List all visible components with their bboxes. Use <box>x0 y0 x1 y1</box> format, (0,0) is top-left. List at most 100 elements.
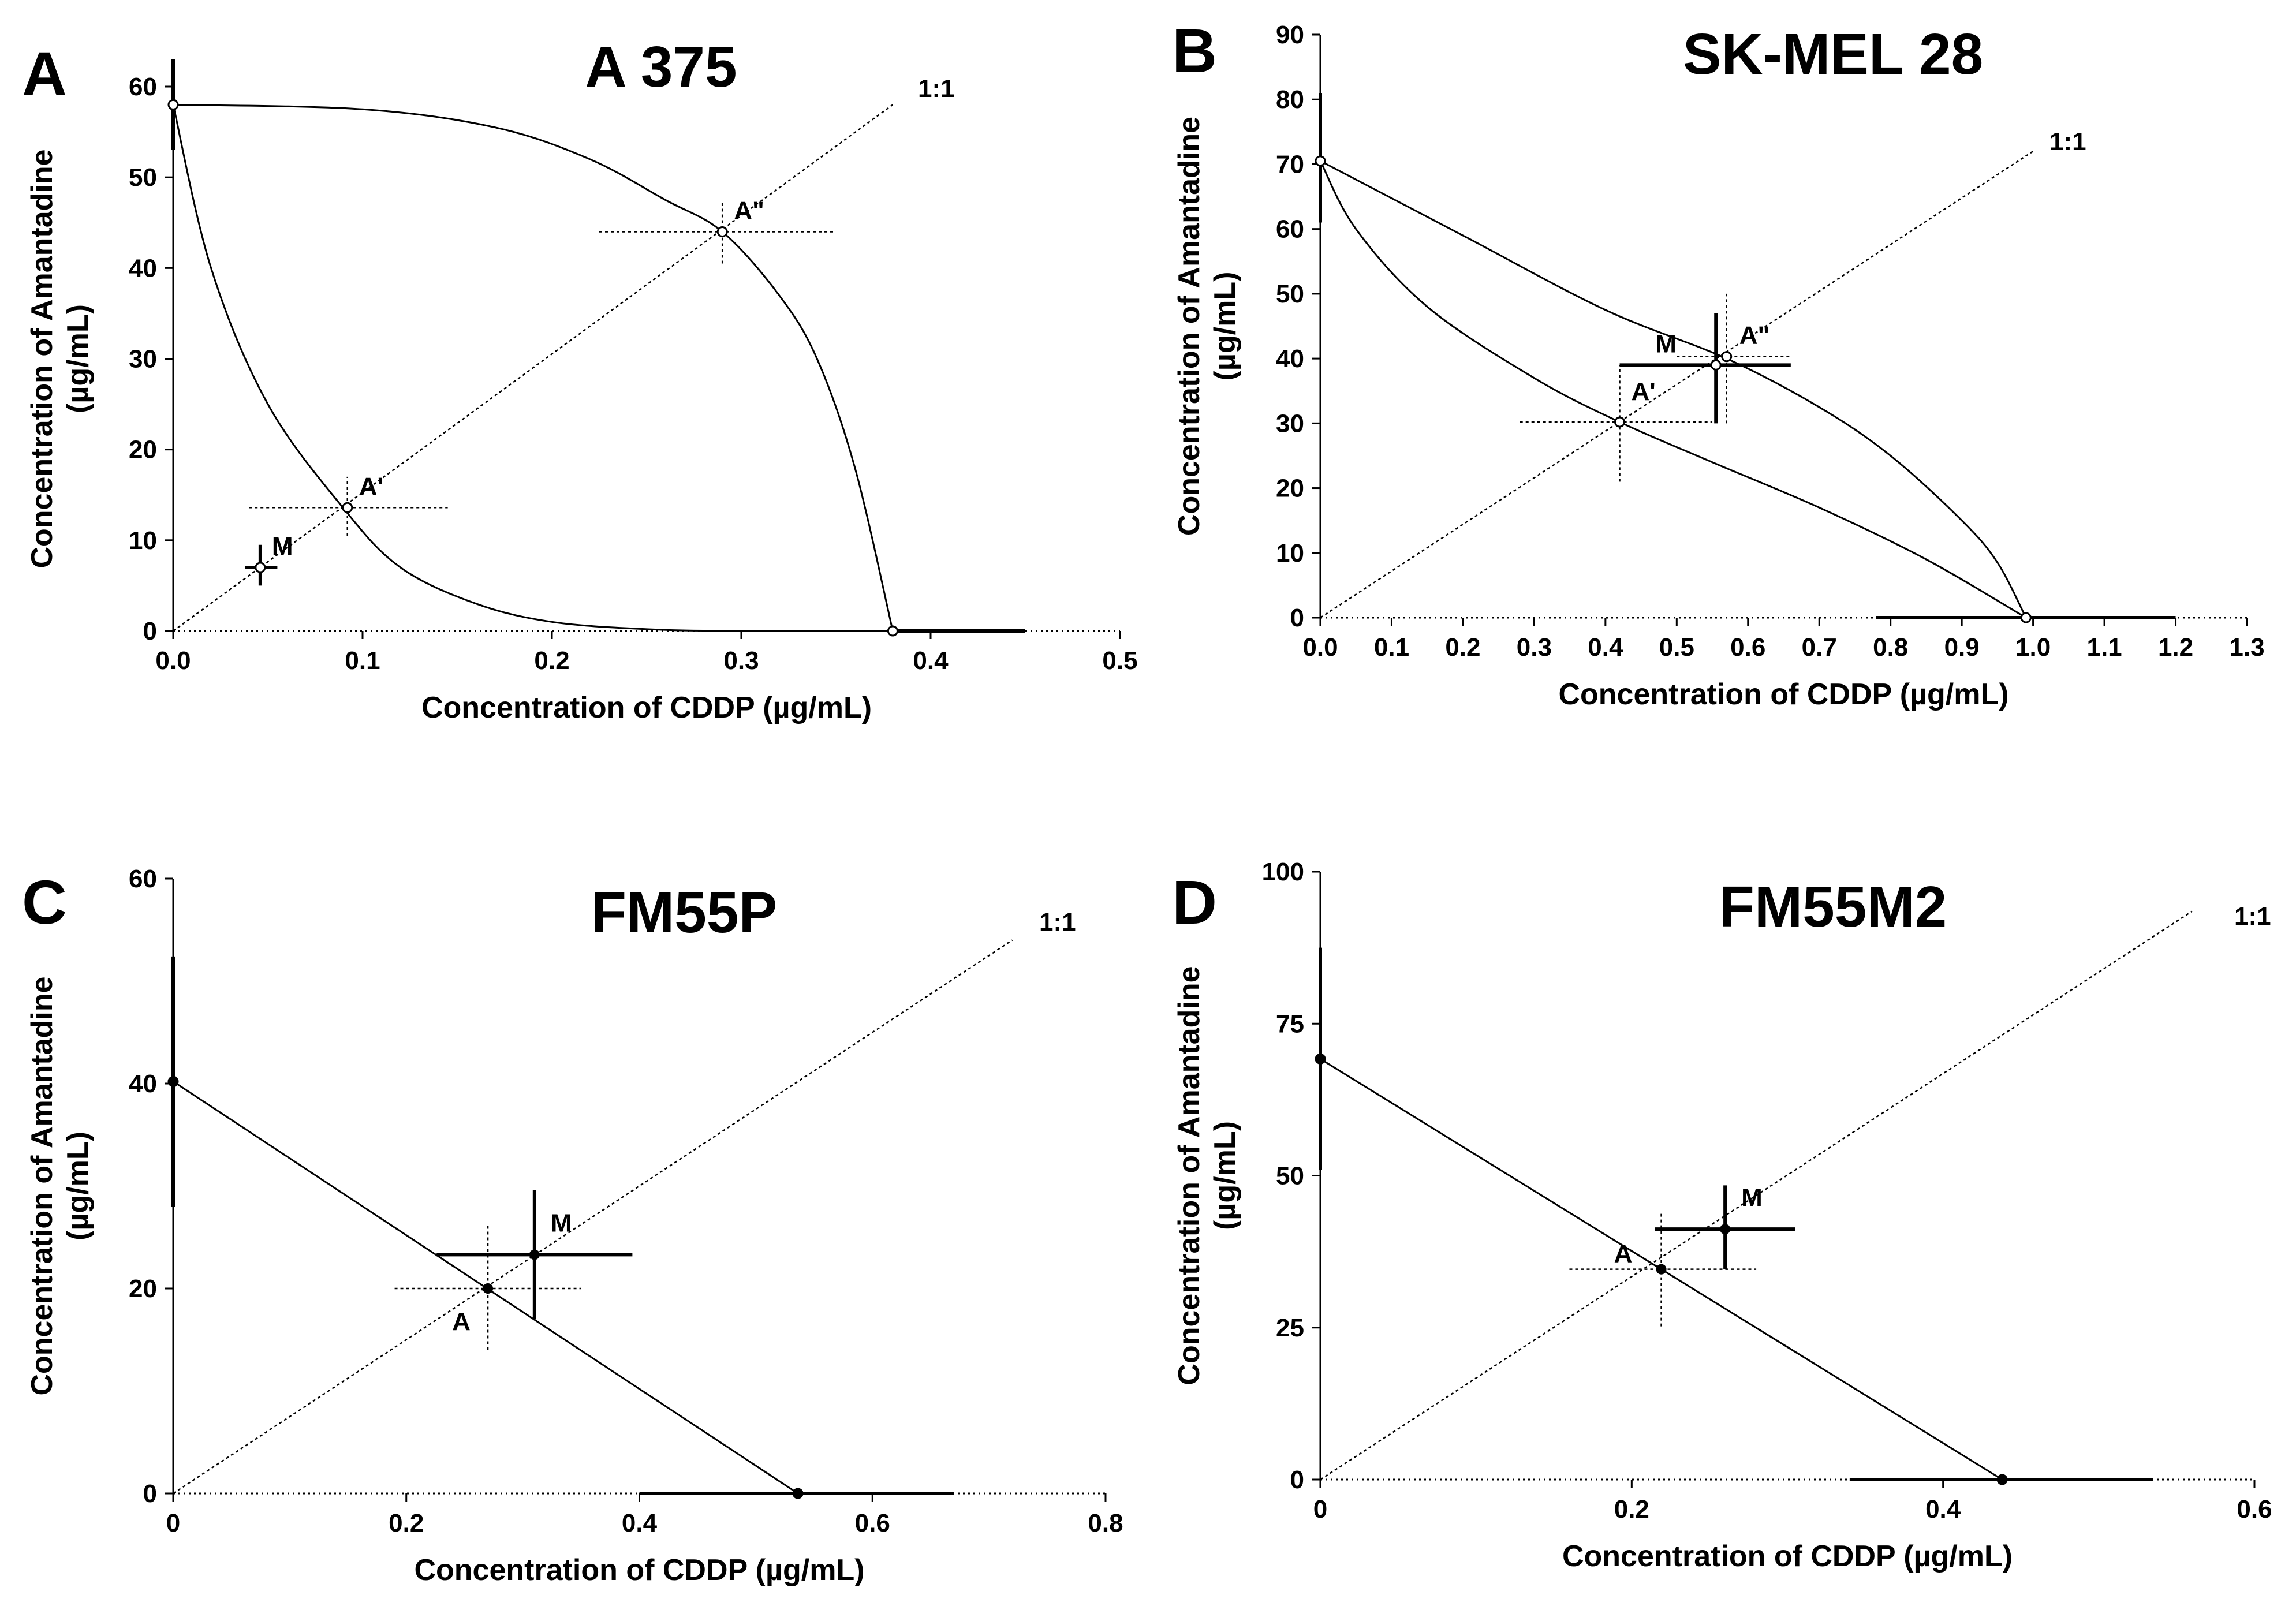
y-tick-label: 100 <box>1262 858 1304 886</box>
x-tick-label: 0.3 <box>723 647 759 675</box>
y-tick-label: 60 <box>129 865 157 893</box>
y-tick-label: 10 <box>129 526 157 555</box>
x-tick-label: 1.2 <box>2158 633 2193 662</box>
x-tick-label: 0.1 <box>345 647 380 675</box>
ratio-ray-label: 1:1 <box>2234 902 2271 931</box>
x-tick-label: 0.0 <box>155 647 191 675</box>
y-tick-label: 25 <box>1276 1314 1304 1342</box>
point-label: M <box>1741 1183 1763 1212</box>
panel-letter: C <box>22 867 67 937</box>
x-tick-label: 1.3 <box>2229 633 2264 662</box>
lower-isobole-curve <box>172 104 893 632</box>
x-tick-label: 0.9 <box>1944 633 1980 662</box>
y-tick-label: 60 <box>129 73 157 101</box>
y-tick-label: 0 <box>143 1480 157 1508</box>
x-tick-label: 0.4 <box>1925 1495 1961 1523</box>
x-tick-label: 1.1 <box>2086 633 2122 662</box>
x-tick-label: 0.2 <box>534 647 569 675</box>
x-axis-label: Concentration of CDDP (µg/mL) <box>414 1553 864 1587</box>
ratio-ray-label: 1:1 <box>918 74 955 103</box>
anchor-point <box>1996 1474 2008 1485</box>
upper-isobole-curve <box>1320 160 2027 618</box>
point-label: A' <box>1632 378 1656 406</box>
data-point <box>1720 1224 1731 1235</box>
y-tick-label: 0 <box>143 617 157 645</box>
panel-title: FM55M2 <box>1719 875 1947 939</box>
x-tick-label: 0.8 <box>1088 1509 1123 1537</box>
y-tick-label: 20 <box>129 1275 157 1303</box>
lower-isobole-curve <box>1319 160 2027 619</box>
point-label: M <box>1655 330 1677 358</box>
anchor-point <box>167 1075 179 1087</box>
panel-letter: D <box>1172 867 1217 937</box>
y-tick-label: 20 <box>1276 475 1304 503</box>
x-tick-label: 0.6 <box>855 1509 890 1537</box>
panel-letter: A <box>22 39 67 109</box>
x-tick-label: 0.1 <box>1374 633 1409 662</box>
ratio-ray-line <box>173 104 894 632</box>
x-tick-label: 1.0 <box>2015 633 2051 662</box>
panel-letter: B <box>1172 16 1217 85</box>
x-tick-label: 0.4 <box>913 647 949 675</box>
y-axis-label: Concentration of Amantadine <box>25 976 59 1395</box>
chart-panel-c: 0 0.2 0.4 0.6 0.8 0 20 40 60 Concentration of CDD… <box>22 865 1123 1587</box>
x-tick-label: 0 <box>166 1509 180 1537</box>
x-tick-label: 0.6 <box>1730 633 1765 662</box>
y-tick-label: 40 <box>1276 345 1304 373</box>
point-label: A" <box>1739 322 1770 350</box>
x-tick-label: 0.4 <box>622 1509 658 1537</box>
anchor-point <box>792 1488 804 1499</box>
anchor-point <box>167 99 179 110</box>
point-label: A <box>452 1308 471 1336</box>
ratio-ray-label: 1:1 <box>2049 128 2086 156</box>
data-point <box>1721 351 1733 363</box>
y-tick-label: 70 <box>1276 150 1304 178</box>
x-axis-label: Concentration of CDDP (µg/mL) <box>1562 1540 2013 1573</box>
y-tick-label: 20 <box>129 436 157 464</box>
data-point <box>483 1283 494 1294</box>
panel-title: A 375 <box>585 35 737 99</box>
x-tick-label: 0.7 <box>1802 633 1837 662</box>
x-tick-label: 0.0 <box>1302 633 1338 662</box>
y-tick-label: 90 <box>1276 21 1304 49</box>
data-point <box>1710 359 1722 371</box>
point-label: M <box>551 1209 572 1237</box>
x-tick-label: 0.5 <box>1102 647 1137 675</box>
x-axis-label: Concentration of CDDP (µg/mL) <box>1558 678 2008 711</box>
chart-panel-d: 0 0.2 0.4 0.6 0 25 50 75 100 Concentration of CDD… <box>1172 858 2272 1573</box>
chart-panel-b: 0.0 0.1 0.2 0.3 0.4 0.5 0.6 0.7 0.8 0.9 1.0 1.1 1.2 1… <box>1172 16 2265 711</box>
y-axis-unit: (µg/mL) <box>61 304 95 413</box>
y-axis-label: Concentration of Amantadine <box>1173 117 1206 536</box>
y-tick-label: 50 <box>1276 280 1304 308</box>
panel-title: FM55P <box>591 880 777 945</box>
data-point <box>1656 1264 1667 1275</box>
x-tick-label: 0.2 <box>389 1509 424 1537</box>
y-axis-unit: (µg/mL) <box>1208 272 1242 381</box>
y-axis-unit: (µg/mL) <box>1208 1121 1242 1230</box>
x-tick-label: 0.4 <box>1588 633 1623 662</box>
y-tick-label: 0 <box>1290 604 1304 632</box>
ratio-ray-line <box>1320 910 2193 1481</box>
y-tick-label: 80 <box>1276 85 1304 114</box>
upper-isobole-curve <box>173 103 894 632</box>
anchor-point <box>1315 155 1326 167</box>
ratio-ray-line <box>1320 150 2034 619</box>
chart-panel-a: 0.0 0.1 0.2 0.3 0.4 0.5 0 10 20 30 40 50 60 Concentra… <box>22 35 1138 724</box>
x-tick-label: 0.6 <box>2237 1495 2272 1523</box>
data-point <box>716 226 728 237</box>
anchor-point <box>2020 612 2032 623</box>
ratio-ray-line <box>173 939 1013 1495</box>
anchor-point <box>887 625 898 637</box>
panel-title: SK-MEL 28 <box>1683 22 1984 87</box>
point-label: A <box>1614 1240 1633 1268</box>
data-point <box>529 1249 540 1260</box>
ratio-ray-label: 1:1 <box>1039 908 1076 936</box>
anchor-point <box>1315 1053 1326 1065</box>
y-tick-label: 40 <box>129 1070 157 1098</box>
y-tick-label: 30 <box>129 345 157 373</box>
point-label: A' <box>359 472 383 501</box>
y-tick-label: 30 <box>1276 409 1304 438</box>
x-tick-label: 0.2 <box>1445 633 1480 662</box>
x-tick-label: 0.8 <box>1873 633 1908 662</box>
